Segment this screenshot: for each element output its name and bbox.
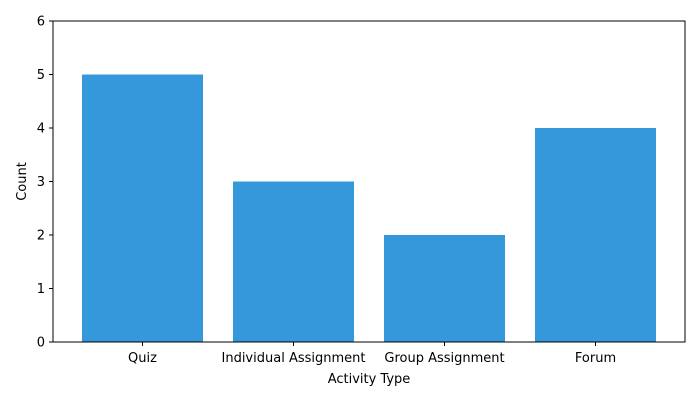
- y-tick-label: 1: [37, 282, 45, 297]
- plot-frame: [52, 20, 686, 343]
- bar-individual-assignment: [233, 181, 354, 342]
- bar-group-assignment: [384, 235, 505, 342]
- bar-forum: [535, 128, 656, 342]
- bar-quiz: [82, 74, 203, 342]
- y-tick-label: 4: [37, 122, 45, 137]
- y-tick-label: 2: [37, 229, 45, 244]
- y-tick-label: 5: [37, 68, 45, 83]
- x-tick-label: Individual Assignment: [222, 351, 366, 366]
- x-axis-label: Activity Type: [328, 372, 411, 387]
- x-tick-label: Forum: [575, 351, 616, 366]
- y-tick-label: 3: [37, 175, 45, 190]
- x-axis-ticks: Quiz Individual Assignment Group Assignmen…: [128, 342, 616, 366]
- y-axis-ticks: 0 1 2 3 4 5 6: [37, 15, 53, 351]
- y-tick-label: 6: [37, 15, 45, 30]
- y-tick-label: 0: [37, 336, 45, 351]
- x-tick-label: Quiz: [128, 351, 157, 366]
- x-tick-label: Group Assignment: [384, 351, 504, 366]
- y-axis-label: Count: [15, 162, 30, 201]
- bars-group: [82, 74, 656, 342]
